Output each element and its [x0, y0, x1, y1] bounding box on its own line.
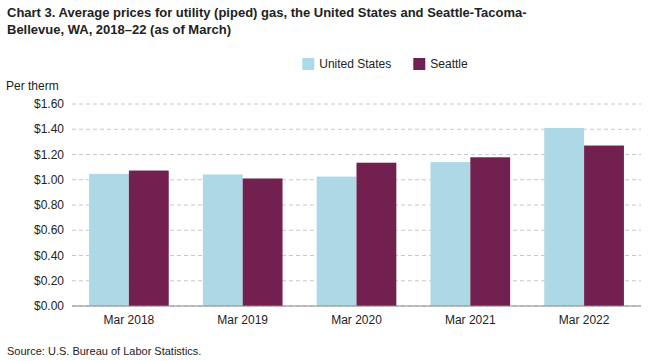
bar: [203, 174, 243, 306]
legend-swatch: [302, 58, 314, 70]
bar: [470, 157, 510, 306]
bar: [89, 174, 129, 306]
bar: [584, 146, 624, 306]
bar: [544, 128, 584, 306]
bars: [89, 128, 624, 306]
x-tick-label: Mar 2022: [559, 313, 610, 327]
bar: [243, 178, 283, 306]
y-tick-label: $0.40: [34, 249, 64, 263]
y-tick-label: $0.80: [34, 198, 64, 212]
y-axis-label: Per therm: [6, 79, 59, 93]
x-tick-label: Mar 2019: [217, 313, 268, 327]
legend: United States Seattle: [302, 57, 468, 71]
y-tick-label: $1.40: [34, 122, 64, 136]
chart: Chart 3. Average prices for utility (pip…: [0, 0, 661, 361]
legend-swatch: [413, 58, 425, 70]
x-tick-label: Mar 2020: [331, 313, 382, 327]
bar: [430, 162, 470, 306]
x-tick-label: Mar 2018: [104, 313, 155, 327]
grid-line: [72, 306, 641, 307]
y-tick-label: $1.20: [34, 148, 64, 162]
legend-label: United States: [319, 57, 391, 71]
title: Chart 3. Average prices for utility (pip…: [7, 5, 527, 20]
y-tick-label: $1.60: [34, 97, 64, 111]
source: Source: U.S. Bureau of Labor Statistics.: [7, 345, 201, 357]
x-tick-label: Mar 2021: [445, 313, 496, 327]
subtitle: Bellevue, WA, 2018–22 (as of March): [7, 22, 231, 37]
y-tick-label: $0.00: [34, 299, 64, 313]
bar: [129, 171, 169, 306]
y-tick-label: $1.00: [34, 173, 64, 187]
y-tick-label: $0.20: [34, 274, 64, 288]
bar: [317, 177, 357, 306]
x-axis-line: [72, 306, 641, 307]
grid: [72, 104, 641, 306]
legend-label: Seattle: [430, 57, 468, 71]
bar: [357, 163, 397, 306]
y-tick-label: $0.60: [34, 223, 64, 237]
grid-line: [72, 104, 641, 105]
